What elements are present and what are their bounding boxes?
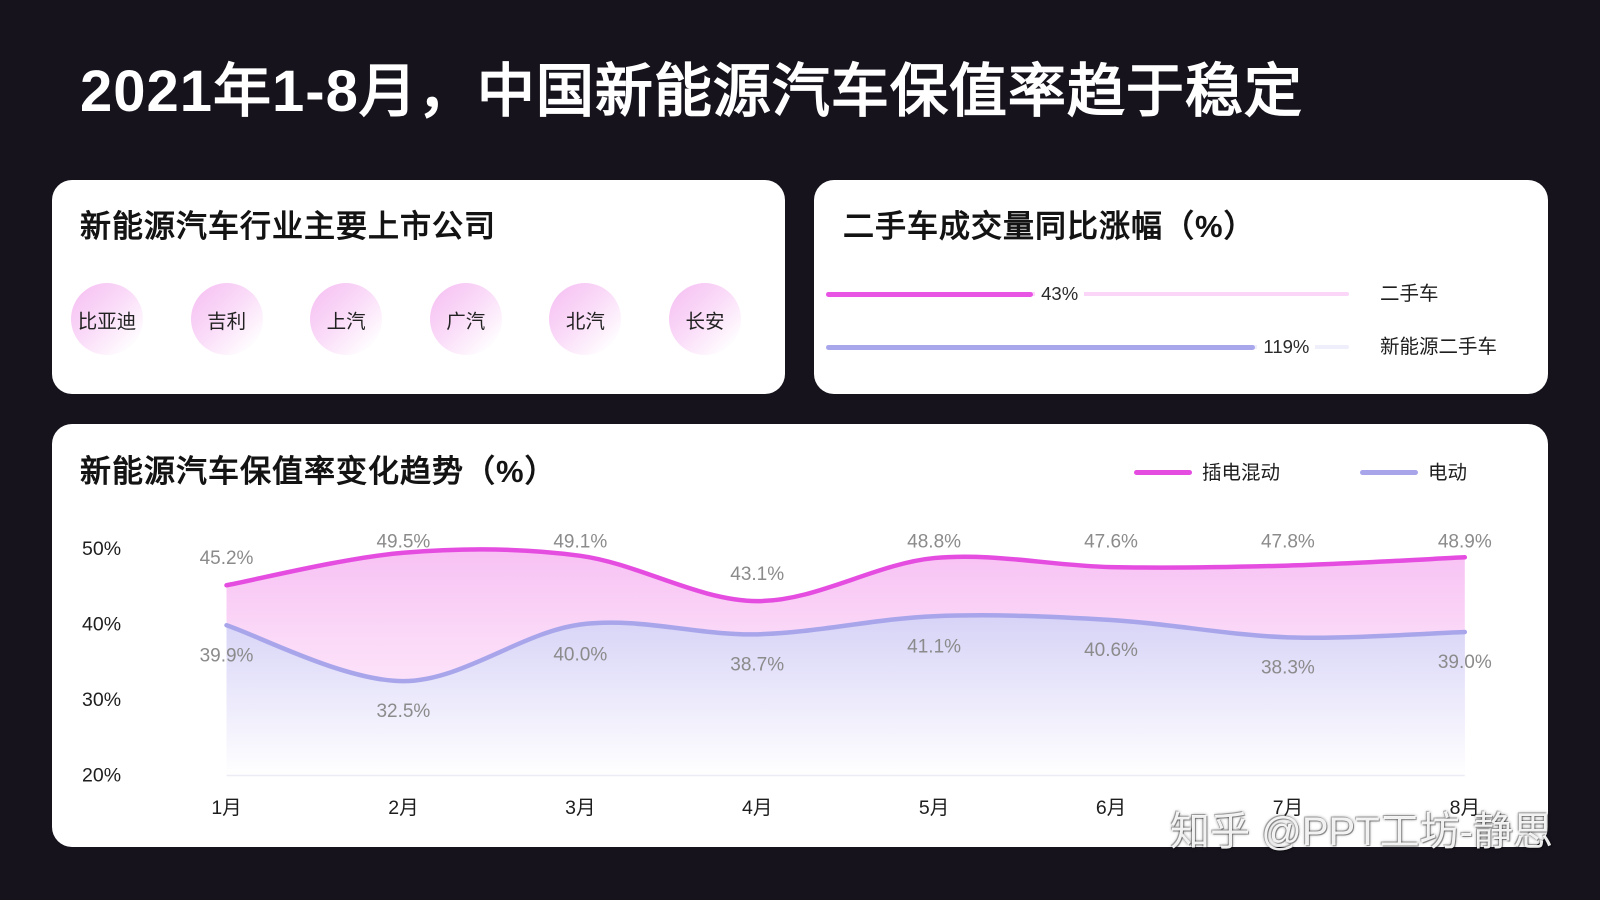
series-line-bev bbox=[224, 613, 1468, 684]
company-badge-geely: 吉利 bbox=[190, 283, 263, 355]
company-name: 比亚迪 bbox=[77, 310, 137, 333]
data-labels: 45.2% 49.5% 49.1% 43.1% 48.8% 47.6% 47.8% 48.9%… bbox=[200, 531, 1492, 722]
series-lines bbox=[224, 547, 1468, 684]
company-badge-byd: 比亚迪 bbox=[71, 283, 143, 355]
data-label-bev-6: 40.6% bbox=[1084, 640, 1138, 661]
legend-item-bev: 电动 bbox=[1360, 461, 1467, 485]
data-label-bev-3: 40.0% bbox=[553, 645, 607, 666]
data-label-phev-3: 49.1% bbox=[553, 531, 607, 552]
data-label-phev-1: 45.2% bbox=[200, 548, 254, 569]
data-label-bev-5: 41.1% bbox=[907, 636, 961, 657]
x-tick-label-3: 3月 bbox=[565, 797, 595, 819]
data-label-bev-2: 32.5% bbox=[376, 701, 430, 722]
data-label-phev-7: 47.8% bbox=[1261, 531, 1315, 552]
data-label-bev-1: 39.9% bbox=[200, 645, 254, 666]
series-areas bbox=[226, 549, 1465, 776]
y-tick-label-40: 40% bbox=[82, 614, 121, 636]
x-tick-label-2: 2月 bbox=[388, 797, 418, 819]
y-tick-label-20: 20% bbox=[82, 765, 121, 787]
bar-category-label-used-car: 二手车 bbox=[1380, 283, 1439, 305]
y-tick-label-30: 30% bbox=[82, 689, 121, 711]
legend-item-phev: 插电混动 bbox=[1134, 461, 1280, 485]
x-tick-label-5: 5月 bbox=[919, 797, 949, 819]
series-area-bev bbox=[226, 615, 1465, 776]
company-name: 长安 bbox=[685, 310, 725, 333]
company-badge-gac: 广汽 bbox=[429, 283, 502, 355]
page-title: 2021年1-8月，中国新能源汽车保值率趋于稳定 bbox=[80, 59, 1303, 124]
used-car-growth-title: 二手车成交量同比涨幅（%） bbox=[843, 209, 1256, 244]
listed-companies-title: 新能源汽车行业主要上市公司 bbox=[80, 209, 496, 244]
data-label-phev-2: 49.5% bbox=[376, 531, 430, 552]
bar-category-label-nev-used-car: 新能源二手车 bbox=[1380, 336, 1498, 358]
retention-trend-card: 45.2% 49.5% 49.1% 43.1% 48.8% 47.6% 47.8% 48.9%… bbox=[52, 424, 1548, 847]
company-list: 比亚迪 吉利 上汽 广汽 北汽 长安 bbox=[71, 283, 741, 355]
bar-fill-used-car bbox=[825, 291, 1034, 297]
legend-label-phev: 插电混动 bbox=[1202, 461, 1281, 484]
company-badge-saic: 上汽 bbox=[310, 283, 383, 355]
listed-companies-card: 新能源汽车行业主要上市公司 比亚迪 吉利 上汽 广汽 北汽 长安 bbox=[52, 180, 785, 394]
company-name: 吉利 bbox=[207, 310, 247, 333]
data-label-phev-8: 48.9% bbox=[1438, 531, 1492, 552]
data-label-bev-7: 38.3% bbox=[1261, 657, 1315, 678]
company-badge-baic: 北汽 bbox=[549, 283, 622, 355]
axis-ticks: 50% 40% 30% 20% 1月 2月 3月 4月 5月 6月 7月 8月 bbox=[82, 538, 1480, 819]
used-car-growth-card: 二手车成交量同比涨幅（%） 43% 二手车 119% 新能源二手车 bbox=[814, 180, 1548, 394]
retention-trend-title: 新能源汽车保值率变化趋势（%） bbox=[80, 454, 557, 489]
x-tick-label-8: 8月 bbox=[1450, 797, 1480, 819]
data-label-phev-6: 47.6% bbox=[1084, 531, 1138, 552]
bar-value-label-nev-used-car: 119% bbox=[1257, 335, 1316, 359]
company-name: 广汽 bbox=[446, 310, 486, 333]
x-tick-label-6: 6月 bbox=[1096, 797, 1126, 819]
retention-trend-chart: 45.2% 49.5% 49.1% 43.1% 48.8% 47.6% 47.8% 48.9%… bbox=[82, 531, 1492, 819]
y-tick-label-50: 50% bbox=[82, 538, 121, 560]
data-label-phev-5: 48.8% bbox=[907, 531, 961, 552]
bar-value-label-used-car: 43% bbox=[1035, 282, 1085, 306]
company-name: 上汽 bbox=[326, 310, 366, 333]
data-label-bev-4: 38.7% bbox=[730, 654, 784, 675]
legend-label-bev: 电动 bbox=[1428, 461, 1468, 484]
x-tick-label-4: 4月 bbox=[742, 797, 772, 819]
legend-swatch-bev bbox=[1360, 470, 1418, 475]
x-tick-label-1: 1月 bbox=[211, 797, 241, 819]
bar-fill-nev-used-car bbox=[825, 344, 1256, 350]
x-tick-label-7: 7月 bbox=[1273, 797, 1303, 819]
data-label-bev-8: 39.0% bbox=[1438, 652, 1492, 673]
data-label-phev-4: 43.1% bbox=[730, 564, 784, 585]
company-name: 北汽 bbox=[565, 310, 605, 333]
series-line-phev bbox=[224, 547, 1468, 604]
bar-track-used-car bbox=[825, 292, 1349, 296]
company-badge-changan: 长安 bbox=[668, 283, 741, 355]
watermark: 知乎 @PPT工坊-静思 bbox=[1170, 810, 1553, 854]
legend-swatch-phev bbox=[1134, 470, 1192, 475]
